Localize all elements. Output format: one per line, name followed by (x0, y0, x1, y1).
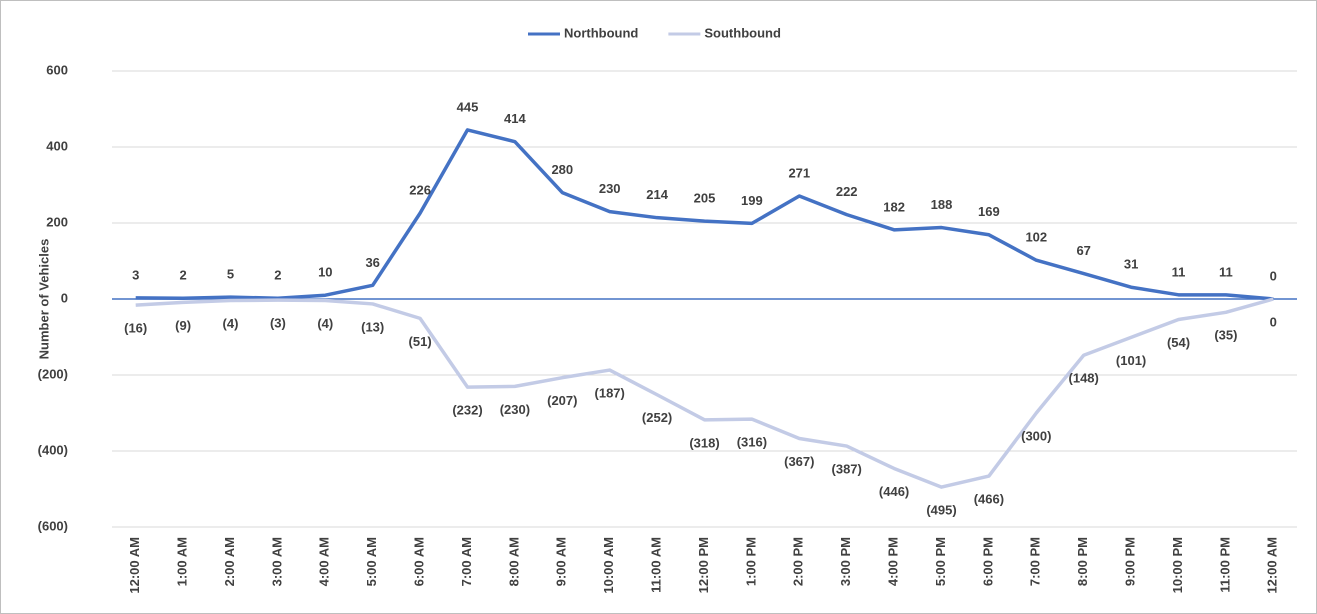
y-tick-label: 0 (61, 290, 68, 305)
data-label: (13) (361, 319, 384, 334)
data-label: (446) (879, 484, 909, 499)
x-tick-label: 3:00 AM (269, 537, 284, 586)
x-tick-label: 8:00 PM (1075, 537, 1090, 586)
data-label: 445 (457, 99, 479, 114)
data-label: 3 (132, 267, 139, 282)
x-tick-label: 6:00 PM (980, 537, 995, 586)
x-tick-label: 4:00 PM (886, 537, 901, 586)
data-label: (4) (317, 316, 333, 331)
series-line (135, 297, 1274, 489)
data-label: (367) (784, 454, 814, 469)
x-tick-label: 10:00 AM (601, 537, 616, 594)
data-label: (318) (689, 435, 719, 450)
data-label: 182 (883, 199, 905, 214)
data-label: (207) (547, 393, 577, 408)
data-label: 169 (978, 204, 1000, 219)
data-label: (101) (1116, 353, 1146, 368)
x-tick-label: 3:00 PM (838, 537, 853, 586)
x-tick-label: 1:00 PM (743, 537, 758, 586)
data-label: 36 (365, 255, 379, 270)
data-label: 188 (931, 197, 953, 212)
data-label: 222 (836, 184, 858, 199)
data-label: 214 (646, 187, 668, 202)
y-tick-label: (400) (38, 442, 68, 457)
data-label: 2 (274, 268, 281, 283)
y-tick-label: 200 (46, 214, 68, 229)
y-tick-label: 400 (46, 138, 68, 153)
data-label: 0 (1270, 268, 1277, 283)
y-tick-label: (600) (38, 518, 68, 533)
data-label: (3) (270, 316, 286, 331)
data-label: (387) (832, 461, 862, 476)
data-label: 67 (1076, 243, 1090, 258)
x-tick-label: 12:00 PM (696, 537, 711, 593)
data-label: (466) (974, 492, 1004, 507)
x-tick-label: 12:00 AM (1265, 537, 1280, 594)
x-tick-label: 5:00 PM (933, 537, 948, 586)
x-tick-label: 1:00 AM (175, 537, 190, 586)
data-label: (9) (175, 318, 191, 333)
data-label: (187) (595, 385, 625, 400)
y-tick-label: (200) (38, 366, 68, 381)
x-tick-label: 11:00 AM (649, 537, 664, 593)
data-label: 271 (788, 165, 810, 180)
x-tick-label: 7:00 AM (459, 537, 474, 586)
data-label: 102 (1025, 230, 1047, 245)
data-label: 199 (741, 193, 763, 208)
data-label: 10 (318, 265, 332, 280)
data-label: (16) (124, 321, 147, 336)
x-tick-label: 9:00 PM (1123, 537, 1138, 586)
data-label: (300) (1021, 428, 1051, 443)
legend-label: Southbound (704, 25, 781, 40)
x-tick-label: 11:00 PM (1217, 537, 1232, 593)
data-label: (252) (642, 410, 672, 425)
data-label: 414 (504, 111, 526, 126)
x-tick-label: 2:00 AM (222, 537, 237, 586)
x-tick-label: 8:00 AM (506, 537, 521, 586)
data-label: 280 (551, 162, 573, 177)
data-label: 31 (1124, 257, 1138, 272)
data-label: (51) (409, 334, 432, 349)
data-label: 11 (1219, 264, 1233, 279)
x-tick-label: 10:00 PM (1170, 537, 1185, 593)
data-label: 11 (1172, 264, 1186, 279)
x-tick-label: 5:00 AM (364, 537, 379, 586)
data-label: (232) (452, 403, 482, 418)
legend-label: Northbound (564, 25, 638, 40)
y-axis-label: Number of Vehicles (36, 239, 51, 360)
data-label: (316) (737, 435, 767, 450)
data-label: (4) (223, 316, 239, 331)
data-label: 226 (409, 183, 431, 198)
data-label: (230) (500, 402, 530, 417)
data-label: 5 (227, 267, 234, 282)
data-label: (35) (1214, 328, 1237, 343)
data-label: (495) (926, 503, 956, 518)
series-line (135, 128, 1274, 301)
x-tick-label: 9:00 AM (554, 537, 569, 586)
data-label: (148) (1069, 371, 1099, 386)
x-tick-label: 12:00 AM (127, 537, 142, 594)
data-label: (54) (1167, 335, 1190, 350)
x-tick-label: 7:00 PM (1028, 537, 1043, 586)
x-tick-label: 2:00 PM (791, 537, 806, 586)
data-label: 230 (599, 181, 621, 196)
x-tick-label: 6:00 AM (412, 537, 427, 586)
x-tick-label: 4:00 AM (317, 537, 332, 586)
y-tick-label: 600 (46, 62, 68, 77)
data-label: 2 (179, 268, 186, 283)
data-label: 205 (694, 191, 716, 206)
data-label: 0 (1270, 314, 1277, 329)
